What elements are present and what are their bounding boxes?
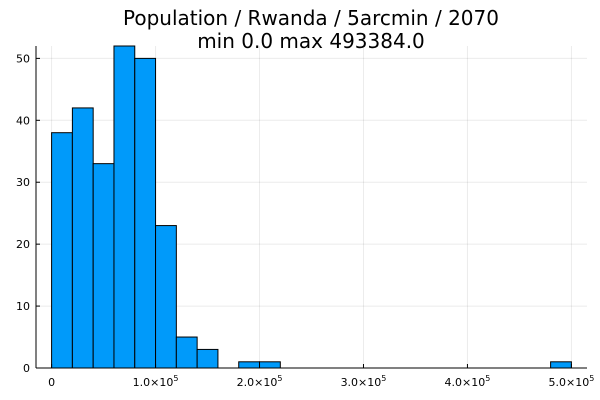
- histogram-bar: [51, 132, 73, 369]
- histogram-bars: [51, 45, 572, 369]
- axes: [35, 46, 587, 369]
- y-tick-label: 20: [16, 238, 30, 251]
- y-tick-label: 40: [16, 114, 30, 127]
- y-tick-label: 10: [16, 300, 30, 313]
- x-tick-label: 4.0×105: [445, 374, 491, 389]
- histogram-bar: [175, 336, 198, 369]
- x-tick-label: 0: [48, 376, 55, 389]
- histogram-bar: [71, 107, 94, 369]
- y-tick-labels: 0 10 20 30 40 50: [16, 52, 30, 375]
- x-tick-label: 1.0×105: [133, 374, 179, 389]
- chart-title-line-2: min 0.0 max 493384.0: [197, 29, 425, 53]
- histogram-bar: [238, 361, 261, 369]
- chart-title-line-1: Population / Rwanda / 5arcmin / 2070: [123, 6, 499, 30]
- histogram-bar: [134, 57, 157, 369]
- x-tick-label: 3.0×105: [341, 374, 387, 389]
- histogram-bar: [113, 45, 136, 369]
- histogram-bar: [92, 163, 115, 369]
- y-tick-label: 0: [23, 362, 30, 375]
- x-tick-labels: 0 1.0×105 2.0×105 3.0×105 4.0×105 5.0×105: [48, 374, 594, 389]
- histogram-bar: [155, 225, 177, 369]
- y-tick-label: 50: [16, 52, 30, 65]
- histogram-bar: [259, 361, 281, 369]
- histogram-bar: [196, 348, 219, 369]
- x-tick-label: 5.0×105: [548, 374, 594, 389]
- y-tick-label: 30: [16, 176, 30, 189]
- x-tick-label: 2.0×105: [237, 374, 283, 389]
- histogram-bar: [550, 361, 572, 369]
